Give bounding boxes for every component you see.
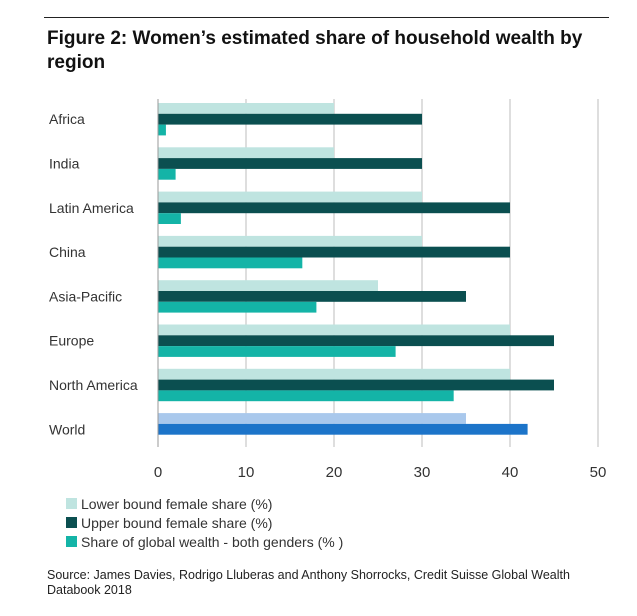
category-label: Asia-Pacific	[49, 288, 122, 304]
category-label: World	[49, 421, 85, 437]
bar	[158, 103, 334, 114]
legend-label-lower-bound: Lower bound female share (%)	[81, 495, 273, 512]
category-label: North America	[49, 377, 138, 393]
bar	[158, 158, 422, 169]
x-tick-label: 0	[154, 464, 162, 481]
x-tick-label: 30	[414, 464, 431, 481]
bar	[158, 390, 454, 402]
legend-item-lower-bound: Lower bound female share (%)	[66, 494, 343, 513]
legend-swatch-global-share	[66, 536, 77, 547]
bar	[158, 246, 510, 258]
bar	[158, 423, 528, 435]
bar	[158, 147, 334, 159]
bar	[158, 324, 510, 336]
legend-swatch-lower-bound	[66, 498, 77, 509]
bar	[158, 168, 176, 180]
category-label: Latin America	[49, 200, 134, 216]
category-label: China	[49, 244, 86, 260]
bar	[158, 280, 378, 291]
legend-label-upper-bound: Upper bound female share (%)	[81, 514, 273, 531]
bar	[158, 291, 466, 302]
source-note: Source: James Davies, Rodrigo Lluberas a…	[47, 568, 570, 597]
bar	[158, 368, 510, 380]
category-label: India	[49, 156, 80, 172]
category-label: Africa	[49, 111, 85, 127]
bar	[158, 346, 396, 357]
x-tick-label: 10	[238, 464, 255, 481]
top-rule	[44, 17, 609, 18]
x-tick-label: 40	[502, 464, 519, 481]
figure-title: Figure 2: Women’s estimated share of hou…	[47, 28, 583, 73]
bar	[158, 202, 510, 214]
x-tick-label: 20	[326, 464, 343, 481]
bar	[158, 113, 422, 125]
legend-label-global-share: Share of global wealth - both genders (%…	[81, 533, 344, 550]
bar	[158, 379, 554, 391]
legend-item-global-share: Share of global wealth - both genders (%…	[66, 532, 343, 551]
bar	[158, 235, 422, 247]
bar	[158, 191, 422, 203]
bar	[158, 124, 166, 136]
bar	[158, 335, 554, 347]
legend-item-upper-bound: Upper bound female share (%)	[66, 513, 343, 532]
x-tick-label: 50	[590, 464, 607, 481]
bar	[158, 213, 181, 224]
bar	[158, 413, 466, 424]
bar	[158, 301, 317, 313]
chart: 0 10 20 30 40 50 Africa India Latin America China…	[49, 99, 607, 481]
bar	[158, 257, 303, 269]
category-label: Europe	[49, 333, 94, 349]
legend: Lower bound female share (%) Upper bound…	[66, 494, 343, 551]
legend-swatch-upper-bound	[66, 517, 77, 528]
